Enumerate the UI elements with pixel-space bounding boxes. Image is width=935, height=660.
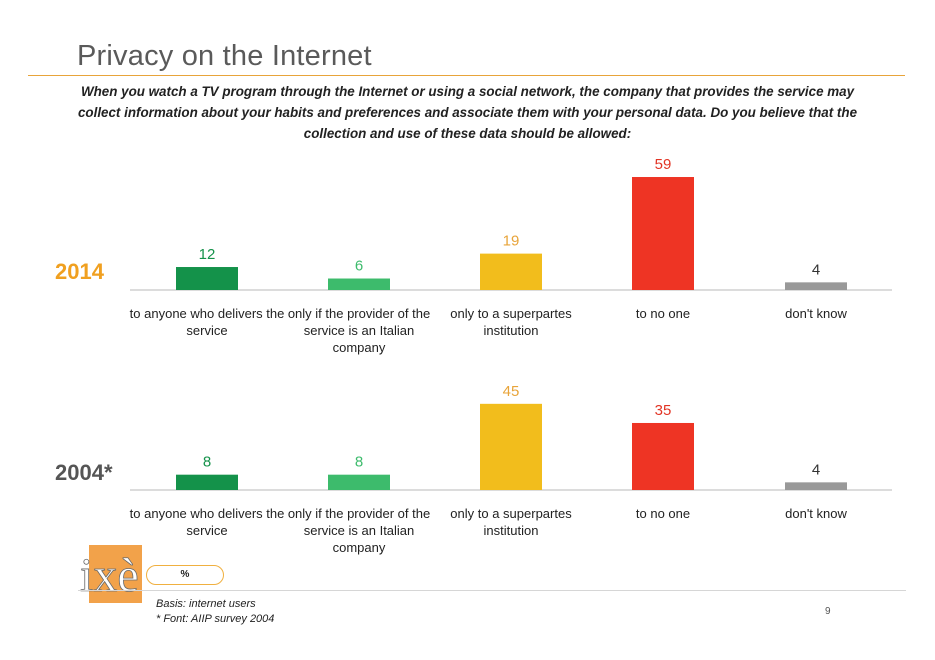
bar-2004-3 [480, 403, 542, 490]
data-label: 35 [655, 402, 672, 419]
category-label: only if the provider of the service is a… [287, 306, 431, 355]
bar-2004-2 [328, 474, 390, 490]
data-label: 4 [812, 261, 820, 278]
category-label: to no one [635, 306, 691, 321]
bar-2004-5 [785, 482, 847, 490]
basis-note: Basis: internet users [156, 598, 256, 610]
category-label: don't know [785, 306, 847, 321]
category-label: only to a superpartes institution [450, 306, 572, 338]
category-label: to anyone who delivers the service [129, 306, 285, 338]
bar-2014-3 [480, 253, 542, 290]
category-label: only if the provider of the service is a… [287, 506, 431, 555]
data-label: 8 [355, 454, 363, 471]
bar-2014-1 [176, 267, 238, 290]
bar-2014-2 [328, 278, 390, 290]
data-label: 6 [355, 258, 363, 275]
bar-2014-4 [632, 177, 694, 290]
data-label: 19 [503, 233, 520, 250]
page-number: 9 [825, 606, 831, 617]
data-label: 59 [655, 156, 672, 173]
ixe-logo: ixè [80, 545, 142, 603]
bar-2014-5 [785, 282, 847, 290]
data-label: 4 [812, 461, 820, 478]
year-label-2014: 2014 [55, 259, 104, 284]
page-title: Privacy on the Internet [77, 40, 372, 72]
survey-question: When you watch a TV program through the … [77, 84, 858, 141]
unit-badge: % [146, 565, 224, 585]
bar-2004-4 [632, 422, 694, 490]
category-label: to no one [635, 506, 691, 521]
category-label: only to a superpartes institution [450, 506, 572, 538]
year-label-2004: 2004* [55, 460, 113, 485]
footer-divider [78, 590, 906, 591]
data-label: 12 [199, 246, 216, 263]
category-label: to anyone who delivers the service [129, 506, 285, 538]
data-label: 8 [203, 454, 211, 471]
data-label: 45 [503, 383, 520, 400]
logo-text: ixè [80, 549, 139, 602]
source-note: * Font: AIIP survey 2004 [156, 613, 275, 625]
title-divider [28, 75, 905, 76]
bar-2004-1 [176, 474, 238, 490]
category-label: don't know [785, 506, 847, 521]
